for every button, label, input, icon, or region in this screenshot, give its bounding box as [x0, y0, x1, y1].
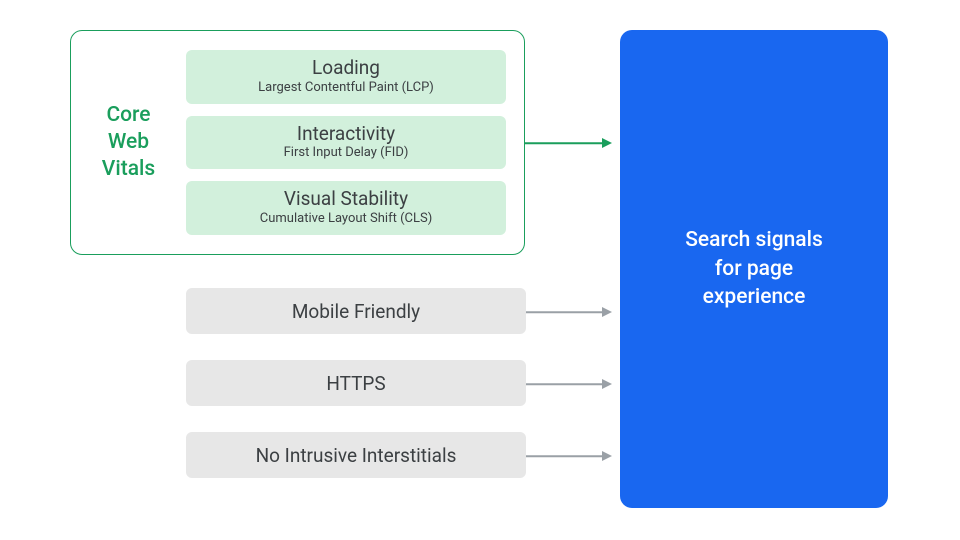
signal-https: HTTPS: [186, 360, 526, 406]
metric-title: Loading: [186, 58, 506, 79]
core-web-vitals-label: Core Web Vitals: [71, 102, 186, 184]
metric-visual-stability: Visual Stability Cumulative Layout Shift…: [186, 181, 506, 235]
metric-subtitle: First Input Delay (FID): [186, 145, 506, 160]
core-web-vitals-group: Core Web Vitals Loading Largest Contentf…: [70, 30, 525, 255]
arrow-icon: [525, 142, 611, 144]
signal-mobile-friendly: Mobile Friendly: [186, 288, 526, 334]
metric-subtitle: Largest Contentful Paint (LCP): [186, 80, 506, 95]
metric-loading: Loading Largest Contentful Paint (LCP): [186, 50, 506, 104]
search-signals-label: Search signals for page experience: [685, 226, 823, 311]
search-signals-box: Search signals for page experience: [620, 30, 888, 508]
metric-title: Visual Stability: [186, 189, 506, 210]
signal-label: Mobile Friendly: [292, 300, 420, 323]
signal-label: HTTPS: [326, 372, 385, 395]
metrics-list: Loading Largest Contentful Paint (LCP) I…: [186, 34, 524, 252]
metric-interactivity: Interactivity First Input Delay (FID): [186, 116, 506, 170]
page-experience-diagram: Core Web Vitals Loading Largest Contentf…: [0, 0, 960, 540]
metric-subtitle: Cumulative Layout Shift (CLS): [186, 211, 506, 226]
metric-title: Interactivity: [186, 124, 506, 145]
arrow-icon: [526, 455, 611, 457]
signal-label: No Intrusive Interstitials: [256, 444, 457, 467]
signal-no-intrusive-interstitials: No Intrusive Interstitials: [186, 432, 526, 478]
arrow-icon: [526, 311, 611, 313]
arrow-icon: [526, 383, 611, 385]
